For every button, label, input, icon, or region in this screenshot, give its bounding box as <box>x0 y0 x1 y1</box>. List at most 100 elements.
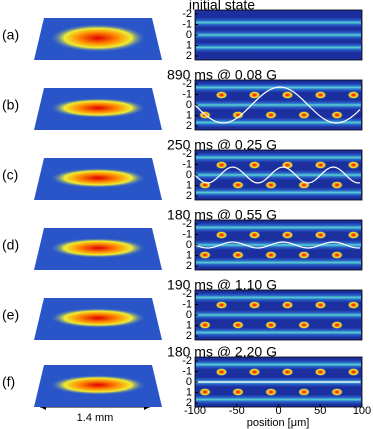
y-tick-label: -1 <box>182 298 192 310</box>
y-tick-label: 0 <box>186 169 192 181</box>
heatmap-trace <box>194 86 361 124</box>
heatmap-stripe <box>196 30 361 40</box>
surface-peak <box>50 375 146 395</box>
panel-label: (b) <box>2 97 19 113</box>
y-tick-label: 2 <box>186 260 192 272</box>
panel-label: (a) <box>2 27 19 43</box>
heatmap-blob <box>314 91 327 99</box>
heatmap-blob <box>281 368 294 376</box>
heatmap-blob <box>347 91 360 99</box>
heatmap-blob <box>199 321 211 329</box>
surface-peak <box>50 308 146 328</box>
y-tick-label: -2 <box>182 218 192 230</box>
heatmap-stripe <box>196 359 361 370</box>
heatmap-blob <box>331 111 343 119</box>
y-tick-label: 2 <box>186 190 192 202</box>
heatmap-blob <box>215 161 228 169</box>
x-tick-label: -100 <box>184 405 206 417</box>
heatmap-stripe <box>196 240 361 250</box>
heatmap-blob <box>281 91 294 99</box>
heatmap-blob <box>265 111 277 119</box>
surface-peak <box>50 168 146 188</box>
y-tick-label: 2 <box>186 330 192 342</box>
heatmap-blob <box>347 301 360 309</box>
heatmap-blob <box>298 321 310 329</box>
heatmap-blob <box>347 161 360 169</box>
heatmap-blob <box>314 231 327 239</box>
heatmap-stripe <box>196 222 361 233</box>
heatmap-blob <box>298 388 310 396</box>
y-tick-label: 2 <box>186 120 192 132</box>
heatmap-stripe <box>196 42 361 53</box>
heatmap-blob <box>265 321 277 329</box>
x-tick-label: 0 <box>275 405 281 417</box>
heatmap-blob <box>215 231 228 239</box>
heatmap-stripe <box>196 170 361 180</box>
y-tick-label: -1 <box>182 365 192 377</box>
heatmap-blob <box>215 91 228 99</box>
panel-label: (c) <box>2 167 18 183</box>
y-tick-label: 0 <box>186 309 192 321</box>
y-tick-label: -1 <box>182 88 192 100</box>
y-tick-label: 1 <box>186 249 192 261</box>
x-tick-label: 50 <box>314 405 326 417</box>
heatmap-blob <box>331 181 343 189</box>
heatmap-stripe <box>196 117 361 128</box>
y-tick-label: -2 <box>182 78 192 90</box>
heatmap-stripe <box>196 152 361 163</box>
panel-title: 180 ms @ 2.20 G <box>167 344 277 360</box>
y-tick-label: -2 <box>182 8 192 20</box>
heatmap-blob <box>248 231 261 239</box>
y-tick-label: -2 <box>182 288 192 300</box>
y-tick-label: -2 <box>182 148 192 160</box>
heatmap-stripe <box>196 327 361 338</box>
heatmap-blob <box>248 301 261 309</box>
panel-title: initial state <box>189 0 255 13</box>
surface-peak <box>50 238 146 258</box>
heatmap-blob <box>265 388 277 396</box>
y-tick-label: 1 <box>186 319 192 331</box>
panel-title: 890 ms @ 0.08 G <box>167 67 277 83</box>
panel-title: 250 ms @ 0.25 G <box>167 137 277 153</box>
x-tick-label: 100 <box>353 405 371 417</box>
y-tick-label: -2 <box>182 355 192 367</box>
heatmap-blob <box>281 301 294 309</box>
heatmap-blob <box>248 91 261 99</box>
heatmap-blob <box>347 368 360 376</box>
heatmap-blob <box>232 111 244 119</box>
heatmap-blob <box>248 161 261 169</box>
y-tick-label: -1 <box>182 18 192 30</box>
heatmap-blob <box>265 251 277 259</box>
y-tick-label: -1 <box>182 228 192 240</box>
heatmap-stripe <box>196 187 361 198</box>
heatmap-blob <box>199 388 211 396</box>
heatmap-blob <box>331 251 343 259</box>
heatmap-stripe <box>196 292 361 303</box>
heatmap-blob <box>314 368 327 376</box>
y-tick-label: 1 <box>186 39 192 51</box>
heatmap-blob <box>215 368 228 376</box>
heatmap-blob <box>314 301 327 309</box>
heatmap-blob <box>232 181 244 189</box>
panel-title: 190 ms @ 1.10 G <box>167 277 277 293</box>
panel-label: (f) <box>2 374 15 390</box>
scale-label: 1.4 mm <box>77 412 114 424</box>
y-tick-label: -1 <box>182 158 192 170</box>
x-axis-label: position [μm] <box>247 417 310 429</box>
heatmap-stripe <box>196 100 361 110</box>
heatmap-blob <box>265 181 277 189</box>
x-tick-label: -50 <box>229 405 245 417</box>
heatmap-blob <box>331 321 343 329</box>
y-tick-label: 0 <box>186 376 192 388</box>
panel-label: (e) <box>2 307 19 323</box>
y-tick-label: 0 <box>186 239 192 251</box>
heatmap-blob <box>232 251 244 259</box>
y-tick-label: 1 <box>186 386 192 398</box>
heatmap-trace <box>194 241 361 249</box>
heatmap-trace <box>194 166 361 184</box>
y-tick-label: 0 <box>186 99 192 111</box>
surface-peak <box>50 24 146 52</box>
heatmap-blob <box>232 388 244 396</box>
heatmap-blob <box>281 231 294 239</box>
heatmap-stripe <box>196 257 361 268</box>
